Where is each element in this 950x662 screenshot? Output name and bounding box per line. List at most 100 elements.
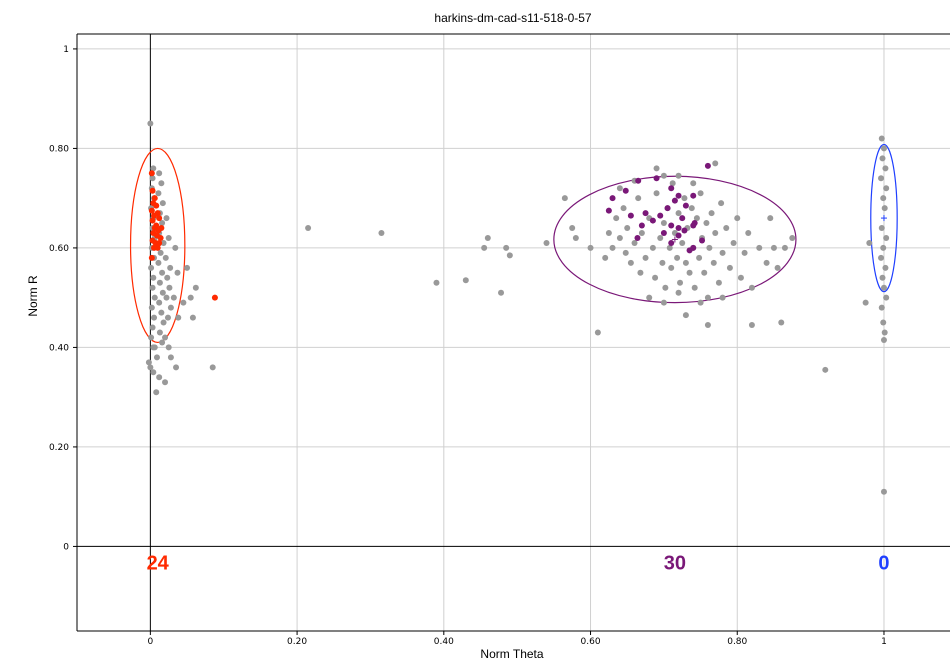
cluster-count-label: 0 [878,552,889,574]
data-point [879,135,885,141]
data-point [150,285,156,291]
data-point [883,235,889,241]
data-point [689,205,695,211]
data-point [679,240,685,246]
data-point [163,255,169,261]
data-point [610,195,616,201]
data-point [569,225,575,231]
data-point [690,223,696,229]
data-point [168,305,174,311]
data-point [683,312,689,318]
y-tick-label: 0.40 [49,343,69,353]
data-point [164,295,170,301]
data-point [606,230,612,236]
data-point [153,389,159,395]
data-point [716,280,722,286]
data-point [661,220,667,226]
data-point [687,247,693,253]
data-point [503,245,509,251]
data-point [172,245,178,251]
data-point [160,290,166,296]
data-point [588,245,594,251]
data-point [305,225,311,231]
data-point [156,300,162,306]
data-point [168,354,174,360]
data-point [681,195,687,201]
data-point [668,185,674,191]
data-point [212,295,218,301]
data-point [193,285,199,291]
data-point [709,210,715,216]
data-point [775,265,781,271]
data-point [880,275,886,281]
data-point [668,223,674,229]
data-point [771,245,777,251]
data-point [188,295,194,301]
x-tick-label: 0.20 [287,637,307,647]
data-point [156,170,162,176]
data-point [652,275,658,281]
data-point [882,265,888,271]
data-point [711,260,717,266]
data-point [679,215,685,221]
data-point [676,193,682,199]
data-point [654,165,660,171]
data-point [712,230,718,236]
data-point [184,265,190,271]
data-point [676,290,682,296]
data-point [610,245,616,251]
data-point [727,265,733,271]
data-point [544,240,550,246]
data-point [650,218,656,224]
data-point [696,255,702,261]
data-point [723,225,729,231]
x-axis-label: Norm Theta [480,647,543,661]
data-point [705,322,711,328]
data-point [628,213,634,219]
data-point [692,285,698,291]
data-point [878,255,884,261]
data-point [687,270,693,276]
y-tick-label: 0 [63,542,69,552]
data-point [485,235,491,241]
data-point [175,270,181,276]
x-tick-label: 0 [147,637,153,647]
data-point [162,334,168,340]
data-point [190,315,196,321]
data-point [661,300,667,306]
data-point [654,175,660,181]
data-point [720,295,726,301]
data-point [657,213,663,219]
data-point [880,320,886,326]
data-point [149,305,155,311]
data-point [677,280,683,286]
chart-title: harkins-dm-cad-s11-518-0-57 [434,11,592,25]
data-point [175,315,181,321]
data-point [676,232,682,238]
data-point [668,240,674,246]
data-point [481,245,487,251]
data-point [498,290,504,296]
data-point [637,270,643,276]
data-point [650,245,656,251]
data-point [718,200,724,206]
data-point [676,210,682,216]
data-point [147,121,153,127]
data-point [706,245,712,251]
data-point [749,285,755,291]
data-point [698,190,704,196]
data-point [167,265,173,271]
x-tick-label: 0.80 [727,637,747,647]
data-point [880,245,886,251]
data-point [880,155,886,161]
data-point [150,188,156,194]
data-point [378,230,384,236]
data-point [617,185,623,191]
data-point [643,210,649,216]
x-tick-label: 0.60 [581,637,601,647]
data-point [654,190,660,196]
data-point [635,195,641,201]
data-point [878,175,884,181]
data-point [749,322,755,328]
data-point [701,270,707,276]
